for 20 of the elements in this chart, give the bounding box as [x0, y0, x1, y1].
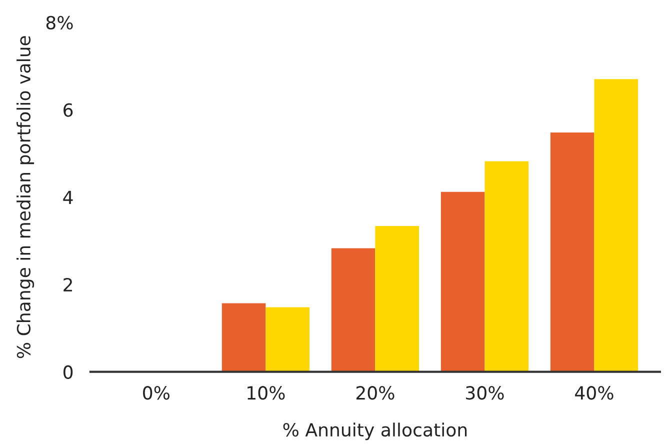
bar	[550, 132, 594, 372]
x-tick-label: 0%	[143, 386, 170, 400]
bar	[594, 79, 638, 372]
y-tick-label: 6	[64, 103, 73, 117]
bar	[440, 192, 485, 372]
x-tick-label: 30%	[466, 386, 504, 400]
y-tick-label: 8%	[46, 16, 73, 30]
x-axis-title: % Annuity allocation	[283, 422, 467, 440]
y-tick-label: 4	[63, 190, 73, 204]
y-axis-title: % Change in median portfolio value	[16, 36, 34, 358]
x-tick-label: 20%	[356, 386, 394, 400]
x-tick-label: 10%	[248, 386, 285, 400]
y-tick-label: 0	[63, 365, 73, 379]
bar	[331, 248, 376, 372]
bar	[375, 226, 420, 372]
bar	[266, 307, 310, 372]
x-tick-label: 40%	[575, 386, 614, 400]
bar	[484, 161, 529, 372]
y-tick-label: 2	[64, 278, 72, 292]
bar	[222, 303, 266, 372]
